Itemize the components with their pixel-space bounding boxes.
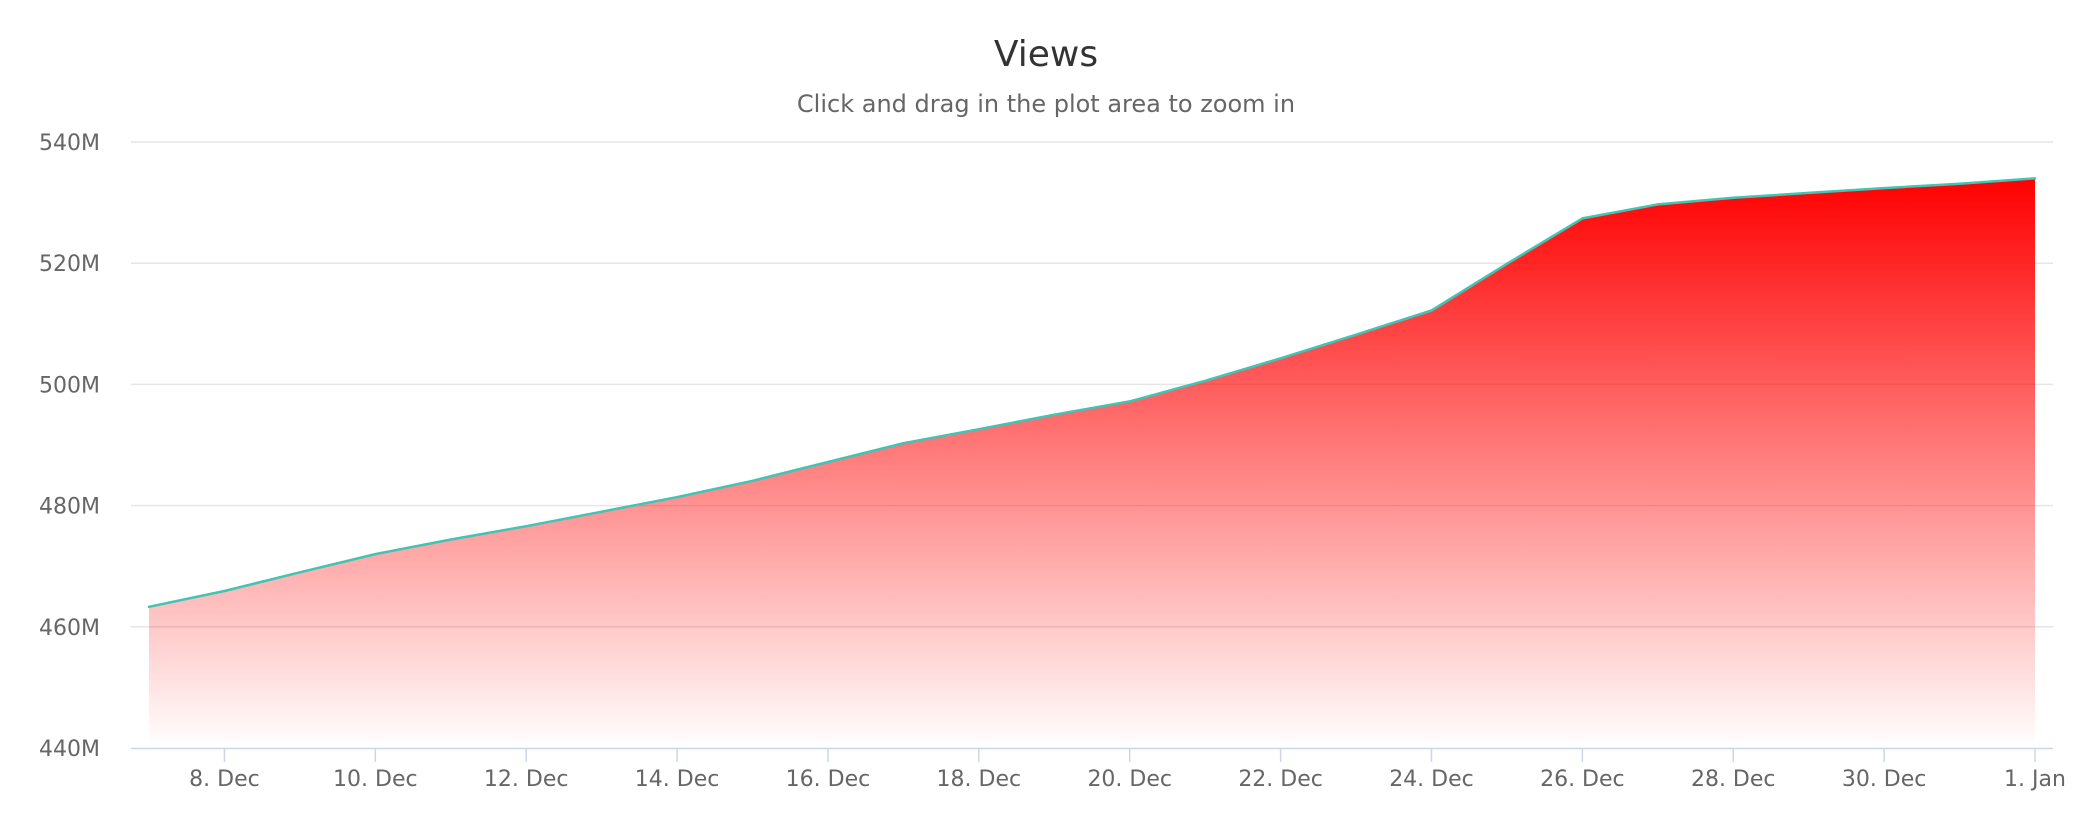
- data-point[interactable]: [2029, 172, 2041, 184]
- y-tick-label: 540M: [39, 131, 100, 156]
- data-point[interactable]: [1199, 375, 1211, 387]
- y-tick-label: 460M: [39, 616, 100, 641]
- data-point[interactable]: [218, 585, 230, 597]
- x-tick-label: 30. Dec: [1842, 767, 1927, 792]
- data-point[interactable]: [1954, 178, 1966, 190]
- data-point[interactable]: [1275, 352, 1287, 364]
- data-point[interactable]: [1652, 198, 1664, 210]
- data-point[interactable]: [369, 548, 381, 560]
- x-tick-label: 14. Dec: [635, 767, 720, 792]
- data-point[interactable]: [747, 475, 759, 487]
- x-tick-label: 28. Dec: [1691, 767, 1776, 792]
- data-point[interactable]: [1576, 212, 1588, 224]
- series-line[interactable]: [147, 177, 2037, 609]
- y-tick-label: 440M: [39, 737, 100, 762]
- x-tick-label: 8. Dec: [189, 767, 260, 792]
- x-axis: 8. Dec 10. Dec 12. Dec 14. Dec 16. Dec 18. De…: [131, 747, 2066, 792]
- data-point[interactable]: [294, 566, 306, 578]
- data-point[interactable]: [822, 456, 834, 468]
- x-tick-label: 10. Dec: [333, 767, 418, 792]
- chart-title: Views: [994, 34, 1098, 75]
- data-point[interactable]: [897, 437, 909, 449]
- data-point[interactable]: [1350, 329, 1362, 341]
- x-tick-label: 24. Dec: [1389, 767, 1474, 792]
- data-point[interactable]: [1803, 187, 1815, 199]
- x-tick-label: 20. Dec: [1087, 767, 1172, 792]
- data-point[interactable]: [973, 423, 985, 435]
- x-tick-label: 16. Dec: [786, 767, 871, 792]
- data-point[interactable]: [445, 534, 457, 546]
- data-point[interactable]: [596, 506, 608, 518]
- data-point[interactable]: [1501, 258, 1513, 270]
- data-point[interactable]: [1878, 182, 1890, 194]
- chart-subtitle: Click and drag in the plot area to zoom …: [797, 90, 1295, 118]
- data-point[interactable]: [520, 520, 532, 532]
- x-tick-label: 22. Dec: [1238, 767, 1323, 792]
- y-tick-label: 480M: [39, 495, 100, 520]
- data-point[interactable]: [1727, 192, 1739, 204]
- data-point[interactable]: [143, 601, 155, 613]
- y-tick-label: 500M: [39, 373, 100, 398]
- data-point[interactable]: [671, 491, 683, 503]
- y-axis-labels: 440M 460M 480M 500M 520M 540M: [39, 131, 100, 762]
- x-tick-label: 12. Dec: [484, 767, 569, 792]
- x-tick-label: 26. Dec: [1540, 767, 1625, 792]
- y-tick-label: 520M: [39, 252, 100, 277]
- plot-area[interactable]: [143, 172, 2041, 748]
- x-tick-label: 18. Dec: [937, 767, 1022, 792]
- series-area[interactable]: [149, 178, 2035, 748]
- x-tick-label: 1. Jan: [2004, 767, 2066, 792]
- data-point[interactable]: [1124, 395, 1136, 407]
- data-point[interactable]: [1426, 305, 1438, 317]
- data-point[interactable]: [1048, 409, 1060, 421]
